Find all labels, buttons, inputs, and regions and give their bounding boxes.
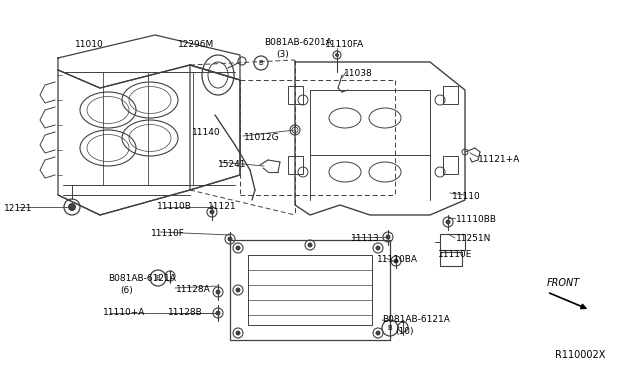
Text: 12296M: 12296M [178, 40, 214, 49]
Circle shape [236, 288, 241, 292]
Text: 11251N: 11251N [456, 234, 492, 243]
Circle shape [227, 237, 232, 241]
Text: B081AB-6201A: B081AB-6201A [264, 38, 332, 47]
Circle shape [216, 311, 221, 315]
Text: 15241: 15241 [218, 160, 246, 169]
Text: (6): (6) [120, 286, 132, 295]
Text: 11128A: 11128A [176, 285, 211, 294]
Circle shape [394, 259, 399, 263]
Text: 11110BB: 11110BB [456, 215, 497, 224]
Text: 11110+A: 11110+A [103, 308, 145, 317]
Circle shape [307, 243, 312, 247]
Text: B081AB-6121A: B081AB-6121A [108, 274, 176, 283]
Circle shape [216, 289, 221, 295]
Circle shape [236, 246, 241, 250]
Text: B: B [259, 60, 264, 66]
Text: (3): (3) [276, 50, 289, 59]
Circle shape [68, 203, 76, 211]
Bar [287, 156, 303, 174]
Bar [287, 86, 303, 104]
Text: 11121+A: 11121+A [478, 155, 520, 164]
Text: 12121: 12121 [4, 204, 33, 213]
Text: 11110BA: 11110BA [377, 255, 418, 264]
Text: (10): (10) [395, 327, 413, 336]
Circle shape [209, 209, 214, 215]
Text: B: B [156, 275, 161, 281]
Text: B: B [388, 325, 392, 331]
Circle shape [385, 234, 390, 240]
Bar [442, 86, 458, 104]
Text: 11110F: 11110F [151, 229, 185, 238]
Text: 11010: 11010 [75, 40, 104, 49]
Text: R110002X: R110002X [555, 350, 605, 360]
Text: 11012G: 11012G [244, 133, 280, 142]
Circle shape [236, 330, 241, 336]
Text: 11110FA: 11110FA [325, 40, 364, 49]
Bar [440, 234, 465, 250]
Circle shape [445, 219, 451, 224]
Text: 11038: 11038 [344, 69, 372, 78]
Text: 11140: 11140 [192, 128, 221, 137]
Text: 11110E: 11110E [438, 250, 472, 259]
Text: 11110: 11110 [452, 192, 481, 201]
Circle shape [376, 246, 381, 250]
Text: 11110B: 11110B [157, 202, 192, 211]
Circle shape [335, 53, 339, 57]
Circle shape [376, 330, 381, 336]
Text: FRONT: FRONT [547, 278, 580, 288]
Bar [442, 156, 458, 174]
Text: B081AB-6121A: B081AB-6121A [382, 315, 450, 324]
Text: 11121: 11121 [208, 202, 237, 211]
Text: 11128B: 11128B [168, 308, 203, 317]
Text: 11113: 11113 [351, 234, 380, 243]
